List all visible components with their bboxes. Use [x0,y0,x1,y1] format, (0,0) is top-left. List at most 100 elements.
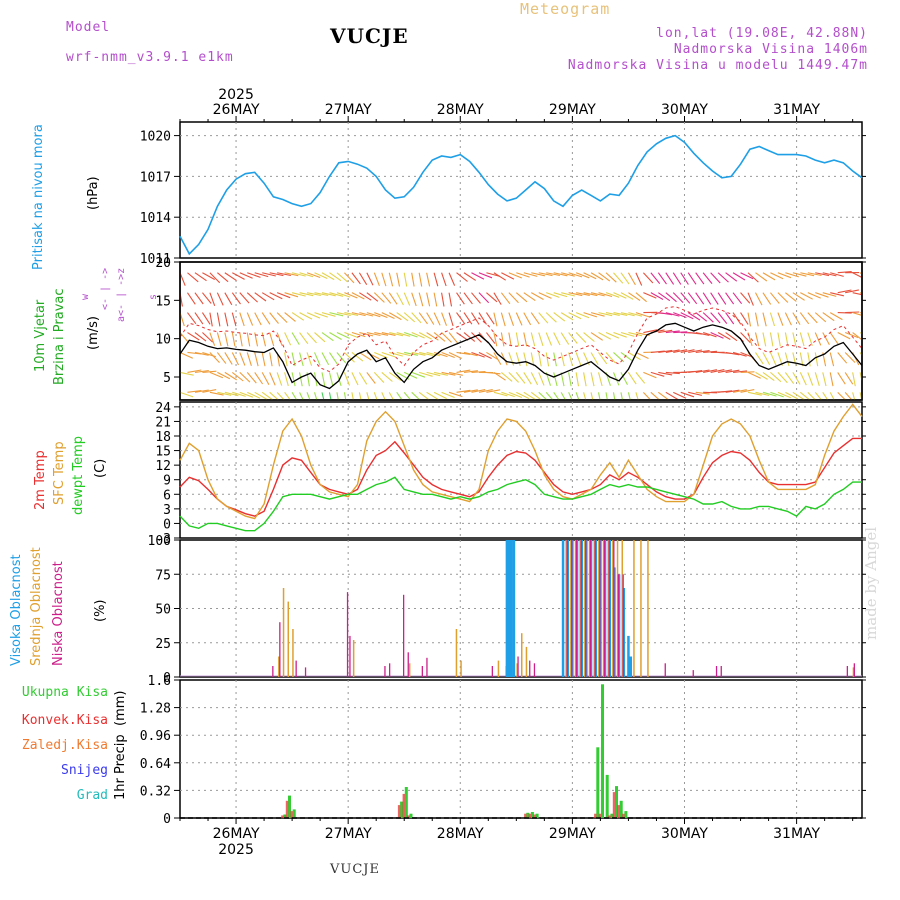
wind-arrow [448,391,463,398]
cloud-bar-low [272,666,274,677]
cloud-axis-title-2: Niska Oblacnost [51,561,66,666]
wind-arrow [366,392,370,400]
wind-arrow [687,292,698,305]
wind-arrow [433,332,446,342]
wind-arrow [598,332,612,340]
wind-arrow [568,372,572,387]
wind-arrow [702,312,714,323]
wind-arrow [575,372,580,387]
wind-arrow [718,369,733,373]
wind-arrow [187,369,202,373]
wind-arrow [598,392,601,400]
wind-arrow [441,391,455,399]
cloud-bar-mid [616,540,619,677]
wind-arrow [403,292,411,306]
wind-arrow [553,392,560,400]
wind-arrow [807,292,821,299]
wind-arrow [657,272,667,285]
wind-arrow [202,332,213,343]
precip-bar-total [535,813,539,818]
wind-arrow [441,272,447,287]
precip-bar-conv [281,815,284,818]
cloud-bar-low [407,652,409,677]
wind-arrow [314,392,318,400]
top-day-label: 29MAY [549,102,596,118]
wind-arrow [478,272,493,279]
wind-arrow [837,312,852,314]
wind-arrow [837,372,846,385]
wind-arrow [351,372,359,386]
wind-arrow [403,391,412,400]
wind-arrow [852,312,862,316]
wind-arrow [680,272,689,285]
wind-arrow [493,312,498,327]
cloud-bar-mid [621,540,623,677]
cloud-bar-mid [588,540,591,677]
cloud-bar-low [622,574,624,678]
wind-arrow [284,312,296,322]
wind-arrow [374,351,388,359]
model-label: Model [66,20,111,35]
wind-arrow [792,272,807,277]
cloud-bar-low [529,660,531,677]
wind-arrow [381,351,396,358]
wind-arrow [829,312,843,321]
wind-arrow [403,371,418,379]
cloud-axis-title-1: Srednja Oblacnost [29,547,44,666]
temp-line-sfc [179,403,863,520]
wind-arrow [553,332,561,346]
precip-bar-conv [528,813,532,818]
y-tick-label-clouds: 25 [155,637,171,652]
wind-arrow [740,292,751,304]
cloud-bar-mid [287,601,289,677]
wind-arrow [672,292,684,303]
wind-arrow [441,351,455,359]
model-elevation-label: Nadmorska Visina u modelu 1449.47m [567,58,868,73]
wind-arrow [426,272,431,287]
wind-arrow [231,312,237,327]
wind-arrow [605,312,620,316]
wind-arrow [665,371,680,375]
wind-arrow [815,292,829,298]
wind-arrow [306,352,313,366]
cloud-bar-low [304,667,307,677]
wind-arrow [762,391,777,397]
wind-arrow [463,272,477,281]
wind-arrow [306,332,317,344]
wind-arrow [411,391,421,400]
wind-arrow [411,332,425,339]
cloud-bar-mid [579,540,581,677]
wind-arrow [523,312,532,326]
cloud-bar-mid [525,646,528,677]
wind-arrow [434,371,448,376]
compass-az: a<- | ->z [116,268,127,322]
wind-arrow [419,371,433,377]
wind-arrow [276,312,288,323]
wind-arrow [658,312,673,316]
wind-arrow [695,272,705,285]
precip-bar-total [404,787,408,818]
top-day-label: 27MAY [325,102,372,118]
wind-arrow [291,372,296,387]
wind-arrow [486,292,498,303]
wind-arrow [553,372,558,387]
wind-arrow [366,272,374,286]
wind-arrow [381,371,393,382]
wind-arrow [321,332,334,342]
wind-arrow [433,272,439,287]
wind-arrow [374,312,388,319]
wind-arrow [844,332,859,339]
wind-arrow [299,372,303,387]
wind-arrow [246,372,257,384]
wind-arrow [277,272,292,277]
cloud-bar-mid [852,667,855,677]
wind-arrow [605,392,608,400]
wind-arrow [732,389,747,393]
wind-arrow [635,392,639,400]
wind-arrow [246,312,254,326]
precip-bar-conv [524,813,527,818]
panel-frame-temperature [179,401,863,539]
wind-arrow [231,371,244,382]
coords-label: lon,lat (19.08E, 42.88N) [656,26,868,41]
wind-arrow [628,312,643,317]
